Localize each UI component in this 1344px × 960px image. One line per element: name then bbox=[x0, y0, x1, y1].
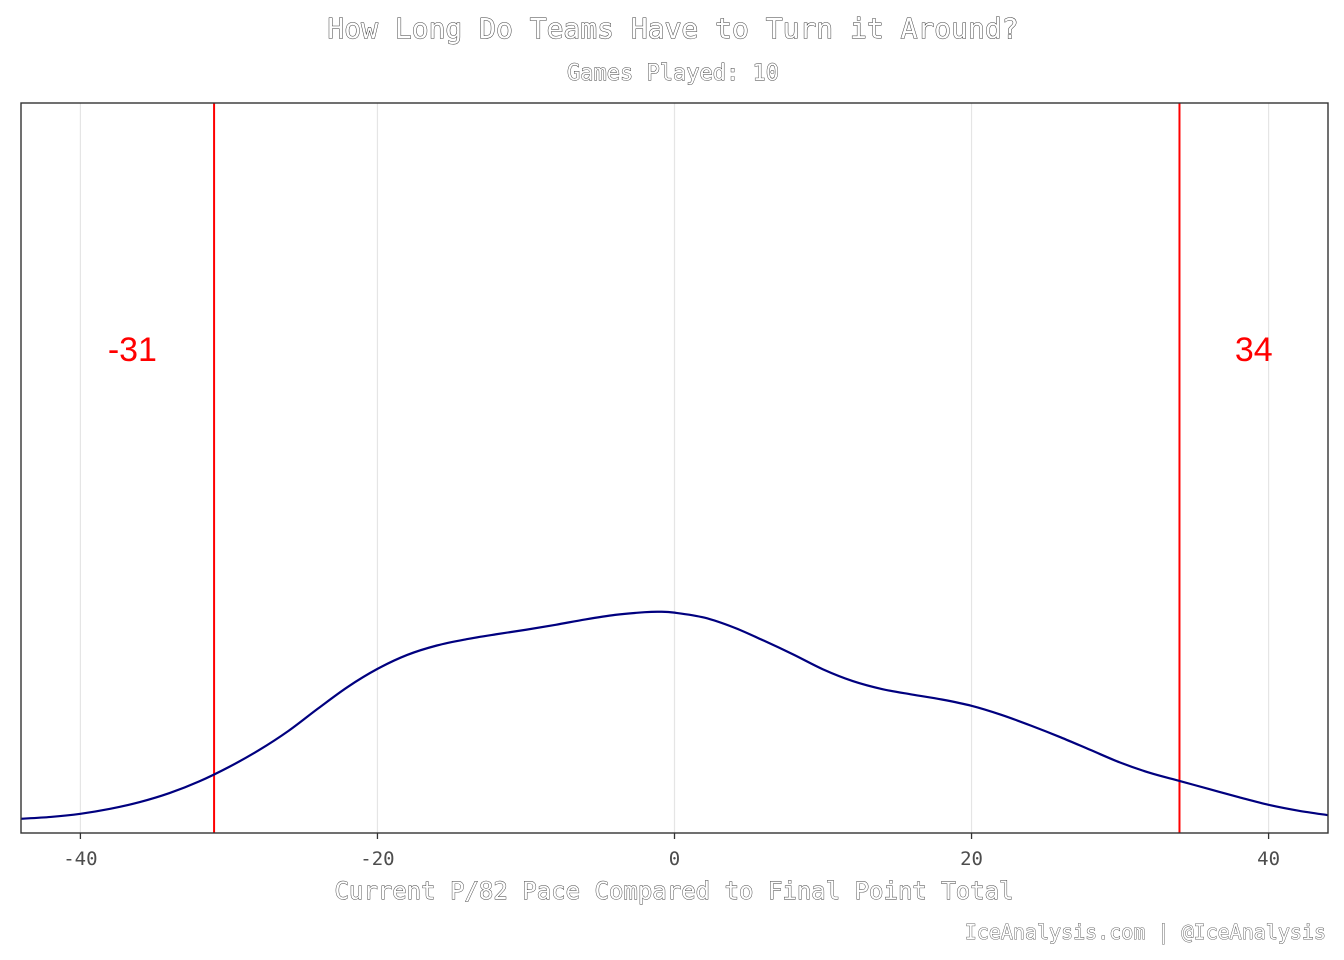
x-tick-label: -40 bbox=[63, 848, 97, 870]
chart-caption: IceAnalysis.com | @IceAnalysis bbox=[965, 920, 1326, 944]
x-axis-label: Current P/82 Pace Compared to Final Poin… bbox=[334, 877, 1013, 905]
x-tick-label: 20 bbox=[960, 848, 983, 870]
x-tick-label: 40 bbox=[1257, 848, 1280, 870]
density-line bbox=[20, 610, 1329, 820]
chart-subtitle: Games Played: 10 bbox=[567, 61, 779, 86]
x-tick-label: 0 bbox=[669, 848, 680, 870]
threshold-label: 34 bbox=[1235, 331, 1273, 369]
grid-lines bbox=[79, 103, 1270, 833]
x-tick-label: -20 bbox=[360, 848, 394, 870]
threshold-label: -31 bbox=[108, 331, 157, 369]
reference-lines: -31 34 bbox=[108, 103, 1273, 833]
density-series bbox=[20, 610, 1329, 820]
x-axis-ticks: -40 -20 0 20 40 bbox=[63, 833, 1280, 870]
chart-title: How Long Do Teams Have to Turn it Around… bbox=[327, 12, 1018, 45]
